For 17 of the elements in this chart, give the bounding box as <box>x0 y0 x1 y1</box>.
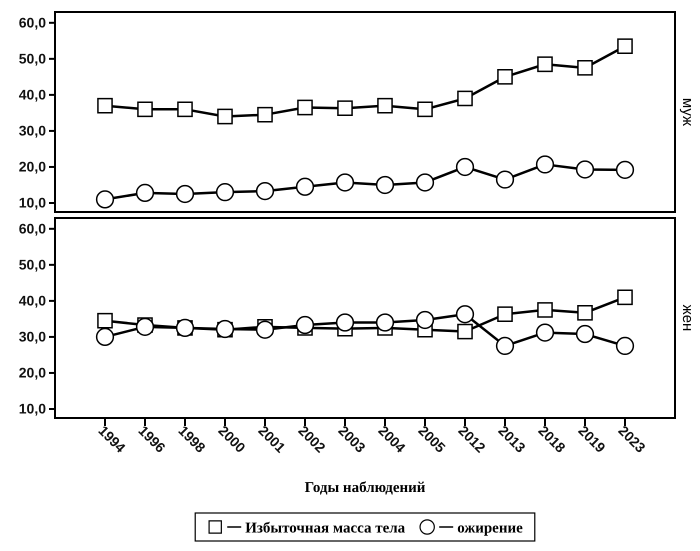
text: жен <box>679 304 696 332</box>
legend-label: ожирение <box>457 520 524 536</box>
y-tick-label: 40,0 <box>18 292 46 308</box>
y-tick-label: 20,0 <box>18 364 46 380</box>
y-tick-label: 50,0 <box>18 50 46 66</box>
y-tick-label: 60,0 <box>18 14 46 30</box>
y-tick-label: 10,0 <box>18 194 46 210</box>
y-tick-label: 10,0 <box>18 400 46 416</box>
text: муж <box>679 98 696 126</box>
y-tick-label: 40,0 <box>18 86 46 102</box>
y-tick-label: 50,0 <box>18 256 46 272</box>
legend-label: Избыточная масса тела <box>245 520 406 536</box>
y-tick-label: 60,0 <box>18 220 46 236</box>
y-tick-label: 30,0 <box>18 122 46 138</box>
x-axis-title: Годы наблюдений <box>304 480 426 496</box>
y-tick-label: 20,0 <box>18 158 46 174</box>
y-tick-label: 30,0 <box>18 328 46 344</box>
